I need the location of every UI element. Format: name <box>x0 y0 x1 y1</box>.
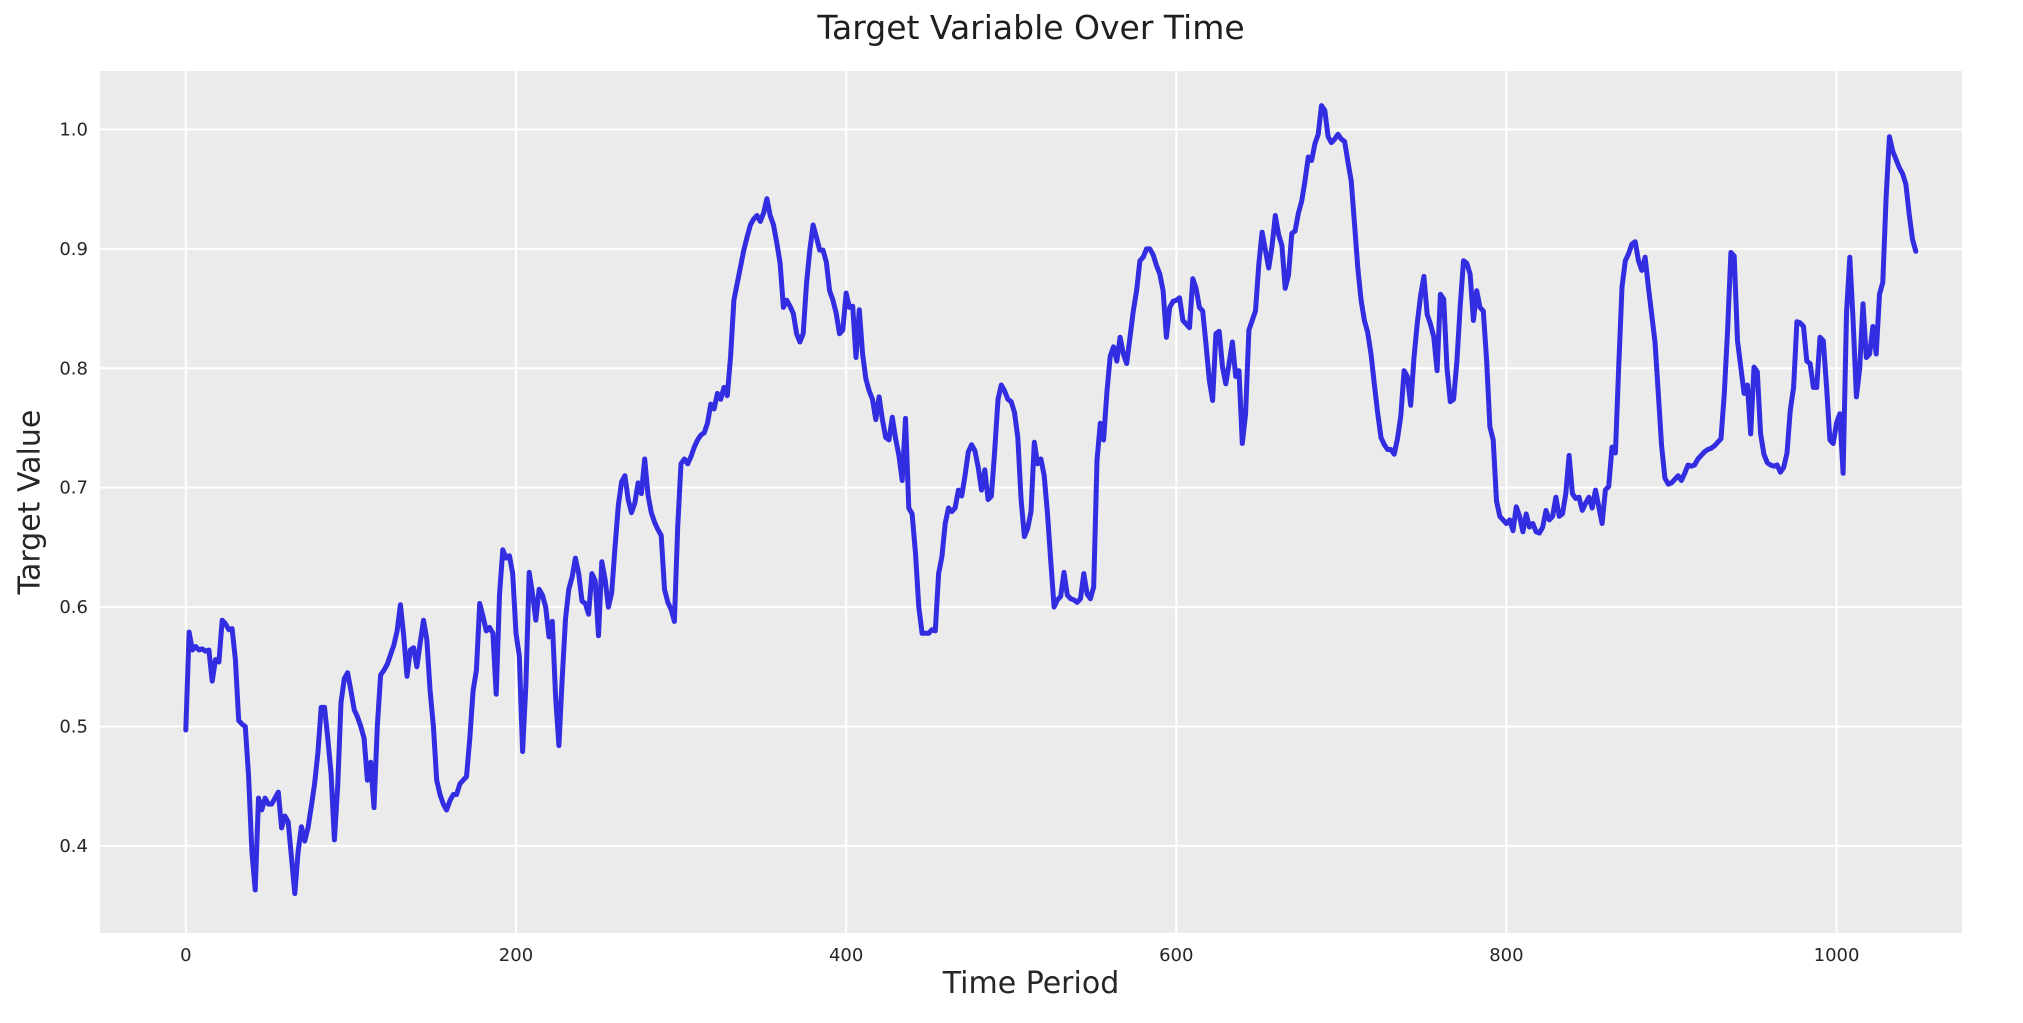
series-line <box>183 103 1919 897</box>
y-tick-label: 0.5 <box>59 716 88 737</box>
x-tick-label: 400 <box>829 945 863 966</box>
y-tick-label: 0.9 <box>59 239 88 260</box>
chart-title: Target Variable Over Time <box>817 8 1245 47</box>
x-tick-label: 0 <box>180 945 191 966</box>
x-tick-label: 200 <box>499 945 533 966</box>
y-tick-label: 1.0 <box>59 120 88 141</box>
y-tick-label: 0.4 <box>59 836 88 857</box>
x-tick-label: 600 <box>1159 945 1193 966</box>
x-tick-label: 800 <box>1489 945 1523 966</box>
y-tick-label: 0.7 <box>59 478 88 499</box>
y-axis-label: Target Value <box>12 409 48 595</box>
x-axis-label: Time Period <box>942 966 1120 1001</box>
x-tick-label: 1000 <box>1814 945 1860 966</box>
y-tick-label: 0.8 <box>59 358 88 379</box>
y-tick-label: 0.6 <box>59 597 88 618</box>
